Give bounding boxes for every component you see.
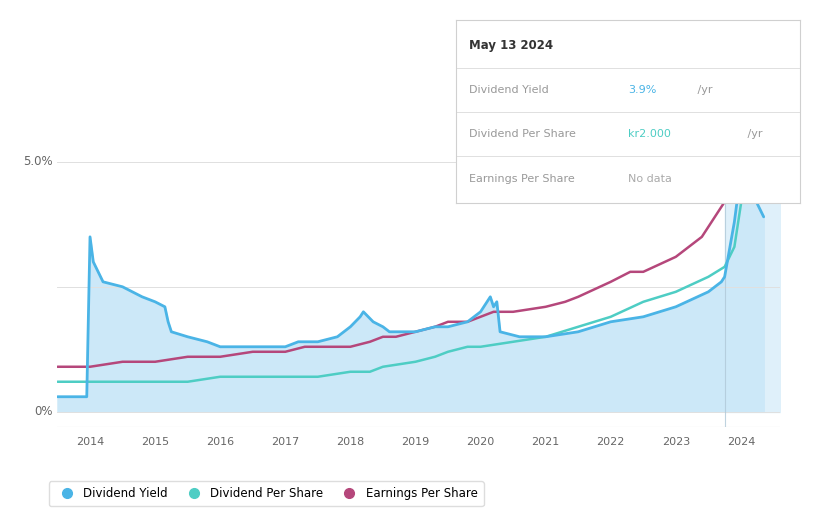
Text: 5.0%: 5.0% [23, 155, 53, 168]
Text: Earnings Per Share: Earnings Per Share [470, 174, 576, 184]
Text: Dividend Yield: Dividend Yield [470, 85, 549, 95]
Text: 3.9%: 3.9% [628, 85, 657, 95]
Text: 0%: 0% [34, 405, 53, 418]
Text: /yr: /yr [744, 129, 763, 139]
Text: Dividend Per Share: Dividend Per Share [470, 129, 576, 139]
Text: Past: Past [728, 169, 752, 179]
Legend: Dividend Yield, Dividend Per Share, Earnings Per Share: Dividend Yield, Dividend Per Share, Earn… [49, 482, 484, 506]
Text: May 13 2024: May 13 2024 [470, 39, 553, 52]
Text: No data: No data [628, 174, 672, 184]
Text: kr2.000: kr2.000 [628, 129, 671, 139]
Text: /yr: /yr [695, 85, 713, 95]
